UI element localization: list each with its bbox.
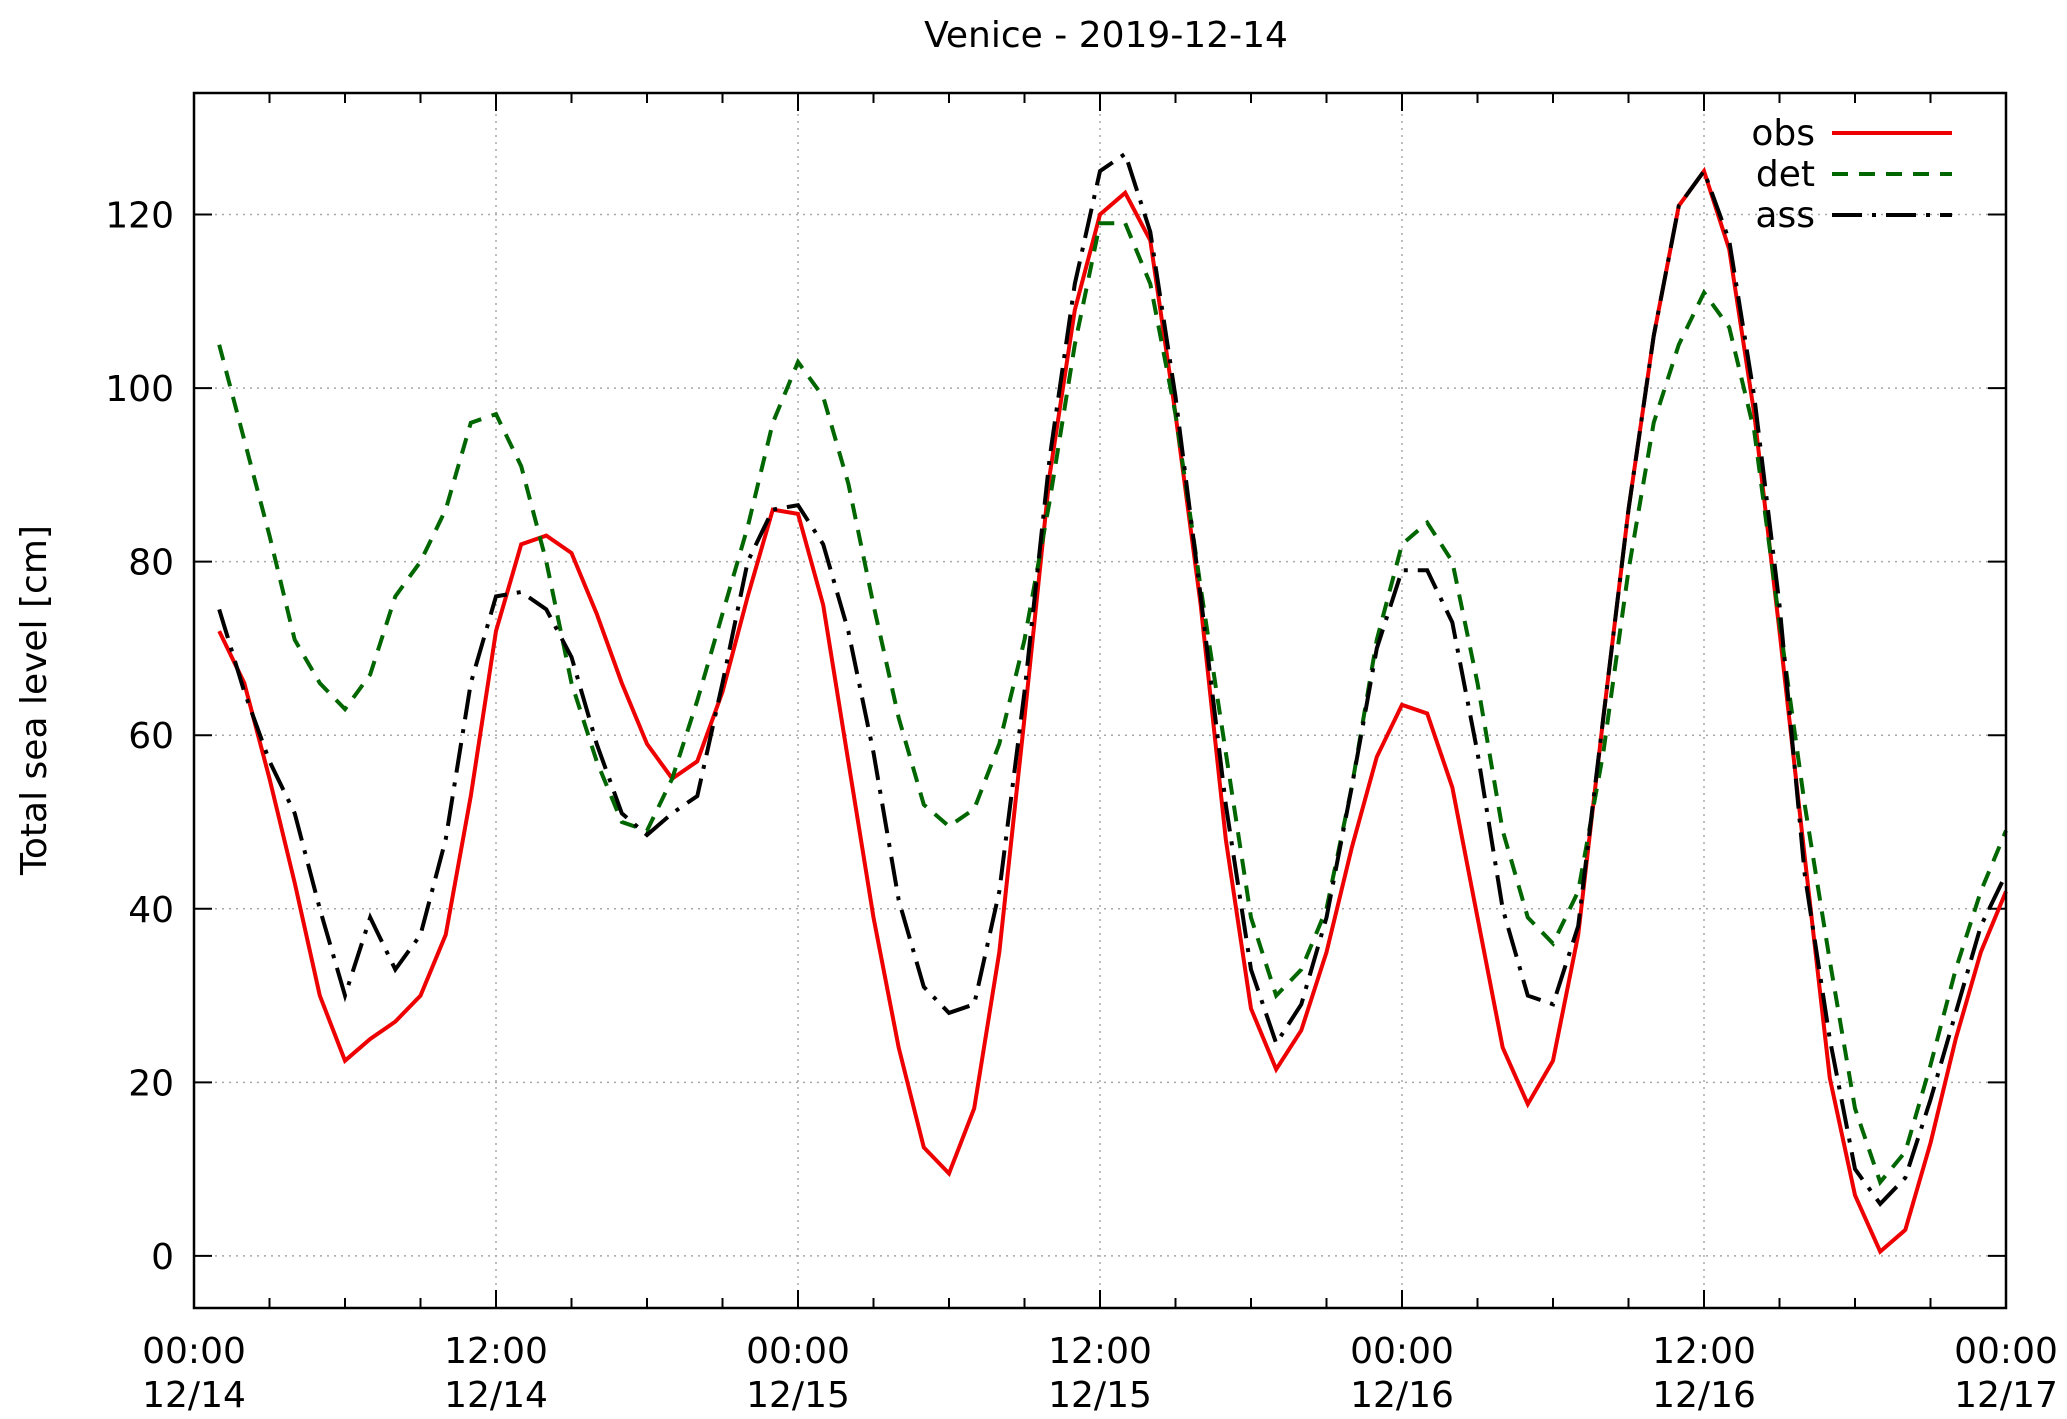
series-line-ass — [217, 150, 2008, 1208]
x-tick-label-date: 12/15 — [746, 1375, 850, 1416]
y-tick-label: 0 — [151, 1237, 174, 1278]
y-tick-label: 80 — [128, 543, 174, 584]
x-tick-label-date: 12/16 — [1350, 1375, 1454, 1416]
y-axis-label: Total sea level [cm] — [14, 525, 55, 876]
legend-label-ass: ass — [1755, 195, 1815, 236]
series-layer — [217, 150, 2008, 1255]
x-tick-label-time: 00:00 — [746, 1331, 850, 1372]
series-line-obs — [217, 166, 2008, 1255]
series-line-det — [217, 221, 2008, 1187]
y-axis-ticks: 0 20 40 60 80 100 120 — [105, 196, 2006, 1278]
x-tick-label-date: 12/17 — [1954, 1375, 2058, 1416]
y-tick-label: 40 — [128, 890, 174, 931]
x-tick-label-date: 12/15 — [1048, 1375, 1152, 1416]
y-tick-label: 60 — [128, 716, 174, 757]
chart-title: Venice - 2019-12-14 — [924, 15, 1288, 56]
x-tick-label-time: 00:00 — [1350, 1331, 1454, 1372]
x-tick-label-time: 00:00 — [142, 1331, 246, 1372]
x-tick-label-date: 12/16 — [1652, 1375, 1756, 1416]
y-tick-label: 20 — [128, 1063, 174, 1104]
legend-label-obs: obs — [1751, 113, 1815, 154]
grid — [194, 93, 2006, 1308]
x-tick-label-time: 12:00 — [444, 1331, 548, 1372]
y-tick-label: 100 — [105, 369, 174, 410]
y-tick-label: 120 — [105, 196, 174, 237]
x-tick-label-time: 12:00 — [1652, 1331, 1756, 1372]
x-tick-label-date: 12/14 — [142, 1375, 246, 1416]
legend-label-det: det — [1756, 154, 1815, 195]
x-tick-label-time: 00:00 — [1954, 1331, 2058, 1372]
x-tick-label-time: 12:00 — [1048, 1331, 1152, 1372]
x-axis-ticks: 00:0012/1412:0012/1400:0012/1512:0012/15… — [142, 93, 2058, 1416]
plot-frame — [192, 91, 2008, 1310]
x-tick-label-date: 12/14 — [444, 1375, 548, 1416]
